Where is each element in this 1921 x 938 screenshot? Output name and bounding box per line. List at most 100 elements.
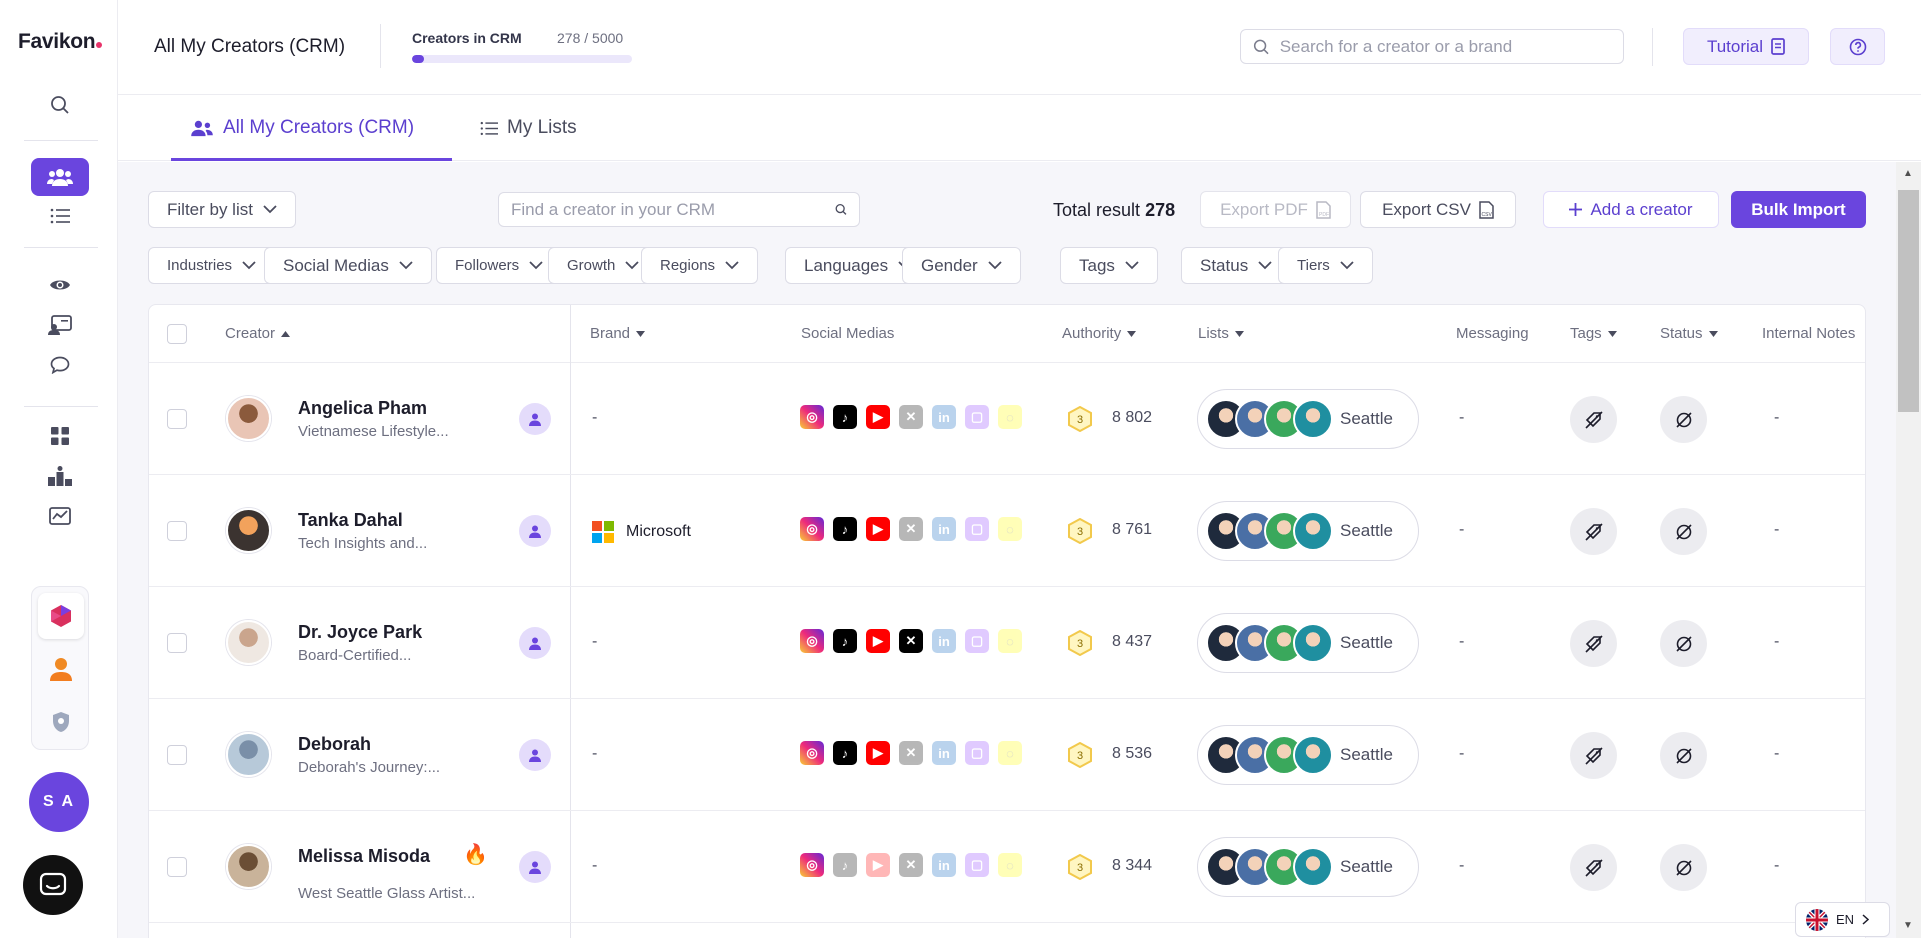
twitch-icon[interactable]: ▢ <box>965 853 989 877</box>
linkedin-icon[interactable]: in <box>932 517 956 541</box>
filter-status[interactable]: Status <box>1181 247 1292 284</box>
internal-notes-value[interactable]: - <box>1774 521 1780 538</box>
favikon-app-tile[interactable] <box>38 593 84 639</box>
youtube-icon[interactable]: ▶ <box>866 517 890 541</box>
crm-nav-button[interactable] <box>31 158 89 196</box>
creator-avatar[interactable] <box>226 620 271 665</box>
crm-search[interactable] <box>498 192 860 227</box>
row-checkbox[interactable] <box>167 857 187 877</box>
row-checkbox[interactable] <box>167 745 187 765</box>
snapchat-icon[interactable]: ◌ <box>998 853 1022 877</box>
linkedin-icon[interactable]: in <box>932 629 956 653</box>
analytics-nav-button[interactable] <box>31 497 89 535</box>
select-all-checkbox[interactable] <box>167 324 187 344</box>
tags-button[interactable] <box>1570 508 1617 555</box>
creator-name[interactable]: Dr. Joyce Park <box>298 622 423 642</box>
rankings-nav-button[interactable] <box>31 457 89 495</box>
creator-profile-button[interactable] <box>519 851 551 883</box>
youtube-icon[interactable]: ▶ <box>866 741 890 765</box>
brand-cell[interactable]: Microsoft <box>592 521 691 543</box>
scroll-up-arrow-icon[interactable]: ▲ <box>1903 168 1913 179</box>
creator-name[interactable]: Tanka Dahal <box>298 510 403 530</box>
column-header-creator[interactable]: Creator <box>225 325 291 342</box>
lists-pill[interactable]: Seattle <box>1197 389 1419 449</box>
tags-button[interactable] <box>1570 732 1617 779</box>
tiktok-icon[interactable]: ♪ <box>833 405 857 429</box>
creator-name[interactable]: Angelica Pham <box>298 398 428 418</box>
linkedin-icon[interactable]: in <box>932 405 956 429</box>
messages-nav-button[interactable] <box>31 346 89 384</box>
filter-gender[interactable]: Gender <box>902 247 1021 284</box>
favikon-logo[interactable]: Favikon <box>18 30 103 54</box>
export-pdf-button[interactable]: Export PDF PDF <box>1200 191 1351 228</box>
youtube-icon[interactable]: ▶ <box>866 629 890 653</box>
creator-app-tile[interactable] <box>38 646 84 692</box>
linkedin-icon[interactable]: in <box>932 853 956 877</box>
column-header-status[interactable]: Status <box>1660 325 1718 342</box>
instagram-icon[interactable]: ◎ <box>800 741 824 765</box>
creator-name[interactable]: Deborah <box>298 734 372 754</box>
export-csv-button[interactable]: Export CSV CSV <box>1360 191 1516 228</box>
filter-regions[interactable]: Regions <box>641 247 759 284</box>
internal-notes-value[interactable]: - <box>1774 857 1780 874</box>
creator-avatar[interactable] <box>226 508 271 553</box>
table-row[interactable]: Deborah Deborah's Journey:... - ◎ ♪ ▶ ✕ in ▢ ◌ 3 8 … <box>149 699 1865 811</box>
creator-profile-button[interactable] <box>519 515 551 547</box>
filter-tiers[interactable]: Tiers <box>1278 247 1373 284</box>
tags-button[interactable] <box>1570 844 1617 891</box>
tiktok-icon[interactable]: ♪ <box>833 517 857 541</box>
row-checkbox[interactable] <box>167 633 187 653</box>
creator-name[interactable]: Melissa Misoda <box>298 846 431 866</box>
column-header-brand[interactable]: Brand <box>590 325 646 342</box>
help-button[interactable] <box>1830 28 1885 65</box>
linkedin-icon[interactable]: in <box>932 741 956 765</box>
x-icon[interactable]: ✕ <box>899 741 923 765</box>
column-header-authority[interactable]: Authority <box>1062 325 1137 342</box>
creator-profile-button[interactable] <box>519 627 551 659</box>
x-icon[interactable]: ✕ <box>899 517 923 541</box>
row-checkbox[interactable] <box>167 521 187 541</box>
snapchat-icon[interactable]: ◌ <box>998 629 1022 653</box>
filter-tags[interactable]: Tags <box>1060 247 1158 284</box>
youtube-icon[interactable]: ▶ <box>866 853 890 877</box>
filter-social-medias[interactable]: Social Medias <box>264 247 432 284</box>
tags-button[interactable] <box>1570 620 1617 667</box>
table-row[interactable]: Angelica Pham Vietnamese Lifestyle... - ◎ ♪ ▶… <box>149 363 1865 475</box>
status-button[interactable] <box>1660 732 1707 779</box>
filter-industries[interactable]: Industries <box>148 247 276 284</box>
filter-followers[interactable]: Followers <box>436 247 563 284</box>
status-button[interactable] <box>1660 396 1707 443</box>
internal-notes-value[interactable]: - <box>1774 745 1780 762</box>
scroll-down-arrow-icon[interactable]: ▼ <box>1903 920 1913 931</box>
dashboard-nav-button[interactable] <box>31 417 89 455</box>
lists-nav-button[interactable] <box>31 197 89 235</box>
snapchat-icon[interactable]: ◌ <box>998 405 1022 429</box>
campaign-nav-button[interactable] <box>31 306 89 344</box>
twitch-icon[interactable]: ▢ <box>965 517 989 541</box>
x-icon[interactable]: ✕ <box>899 629 923 653</box>
filter-by-list-dropdown[interactable]: Filter by list <box>148 191 296 228</box>
tiktok-icon[interactable]: ♪ <box>833 629 857 653</box>
table-row[interactable]: Dr. Joyce Park Board-Certified... - ◎ ♪ ▶ ✕ in ▢… <box>149 587 1865 699</box>
x-icon[interactable]: ✕ <box>899 405 923 429</box>
watch-nav-button[interactable] <box>31 266 89 304</box>
search-nav-button[interactable] <box>31 86 89 124</box>
add-creator-button[interactable]: Add a creator <box>1543 191 1719 228</box>
table-row[interactable]: Melissa Misoda West Seattle Glass Artist.… <box>149 811 1865 923</box>
crm-search-input[interactable] <box>511 199 835 220</box>
lists-pill[interactable]: Seattle <box>1197 837 1419 897</box>
internal-notes-value[interactable]: - <box>1774 409 1780 426</box>
security-app-tile[interactable] <box>38 699 84 745</box>
column-header-lists[interactable]: Lists <box>1198 325 1244 342</box>
twitch-icon[interactable]: ▢ <box>965 629 989 653</box>
row-checkbox[interactable] <box>167 409 187 429</box>
status-button[interactable] <box>1660 620 1707 667</box>
internal-notes-value[interactable]: - <box>1774 633 1780 650</box>
language-selector[interactable]: EN <box>1795 902 1890 937</box>
creator-avatar[interactable] <box>226 396 271 441</box>
tiktok-icon[interactable]: ♪ <box>833 853 857 877</box>
global-search[interactable] <box>1240 29 1624 64</box>
tab-my-lists[interactable]: My Lists <box>480 117 577 139</box>
lists-pill[interactable]: Seattle <box>1197 501 1419 561</box>
status-button[interactable] <box>1660 844 1707 891</box>
